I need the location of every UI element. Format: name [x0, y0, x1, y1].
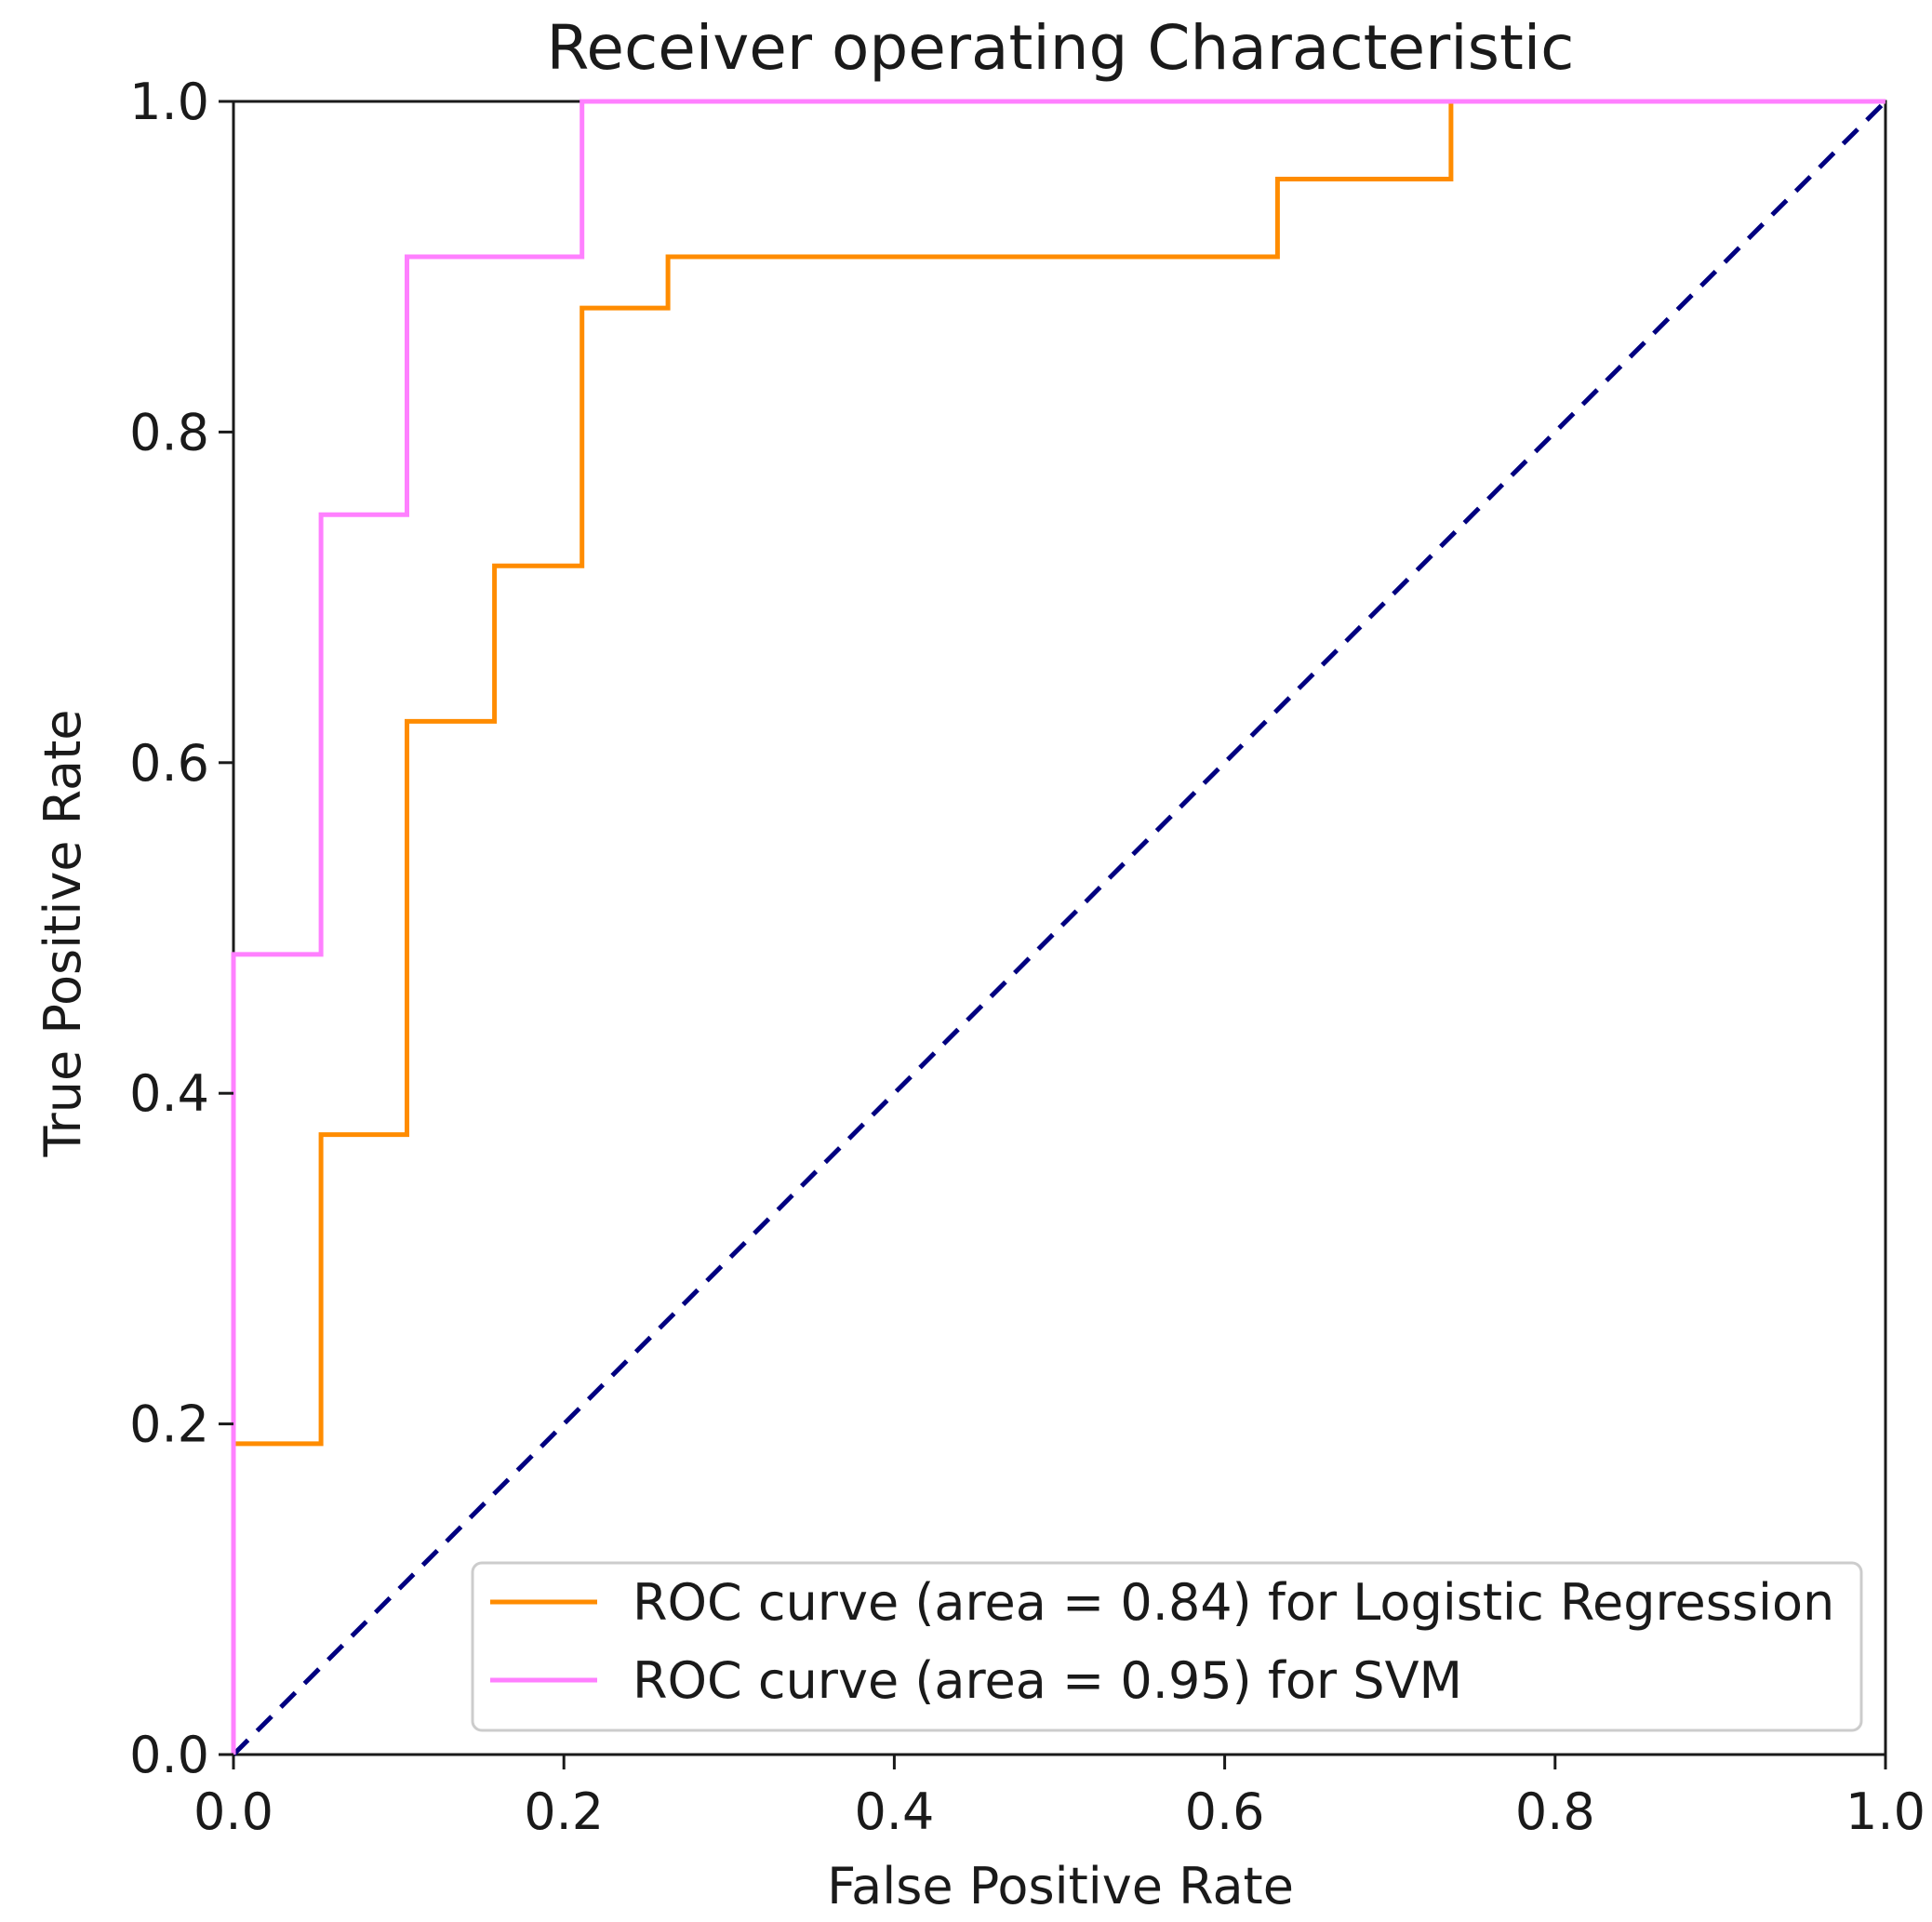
y-tick-label: 0.4: [129, 1064, 209, 1123]
y-tick-label: 0.8: [129, 403, 209, 461]
series-line-svm: [231, 99, 1885, 1755]
legend-box: [471, 1561, 1863, 1732]
x-tick-label: 0.6: [1185, 1782, 1265, 1841]
legend: ROC curve (area = 0.84) for Logistic Reg…: [471, 1561, 1863, 1732]
x-axis-ticks: 0.0 0.2 0.4 0.6 0.8 1.0: [193, 1755, 1925, 1841]
x-tick-label: 0.8: [1515, 1782, 1595, 1841]
chart-title: Receiver operating Characteristic: [547, 12, 1575, 84]
y-axis-label: True Positive Rate: [33, 709, 92, 1157]
legend-label-logistic-regression: ROC curve (area = 0.84) for Logistic Reg…: [633, 1573, 1834, 1632]
x-axis-label: False Positive Rate: [827, 1857, 1294, 1915]
y-axis-ticks: 0.0 0.2 0.4 0.6 0.8 1.0: [129, 73, 233, 1784]
series-line-chance-diagonal: [232, 100, 1887, 1756]
y-tick-label: 0.2: [129, 1395, 209, 1454]
legend-label-svm: ROC curve (area = 0.95) for SVM: [633, 1651, 1462, 1710]
y-tick-label: 0.0: [129, 1726, 209, 1784]
y-tick-label: 0.6: [129, 734, 209, 793]
series-line-logistic-regression: [231, 99, 1885, 1755]
x-tick-label: 0.2: [524, 1782, 604, 1841]
x-tick-label: 1.0: [1845, 1782, 1925, 1841]
y-tick-label: 1.0: [129, 73, 209, 131]
x-tick-label: 0.0: [193, 1782, 273, 1841]
x-tick-label: 0.4: [854, 1782, 934, 1841]
series-layer: [231, 99, 1887, 1756]
